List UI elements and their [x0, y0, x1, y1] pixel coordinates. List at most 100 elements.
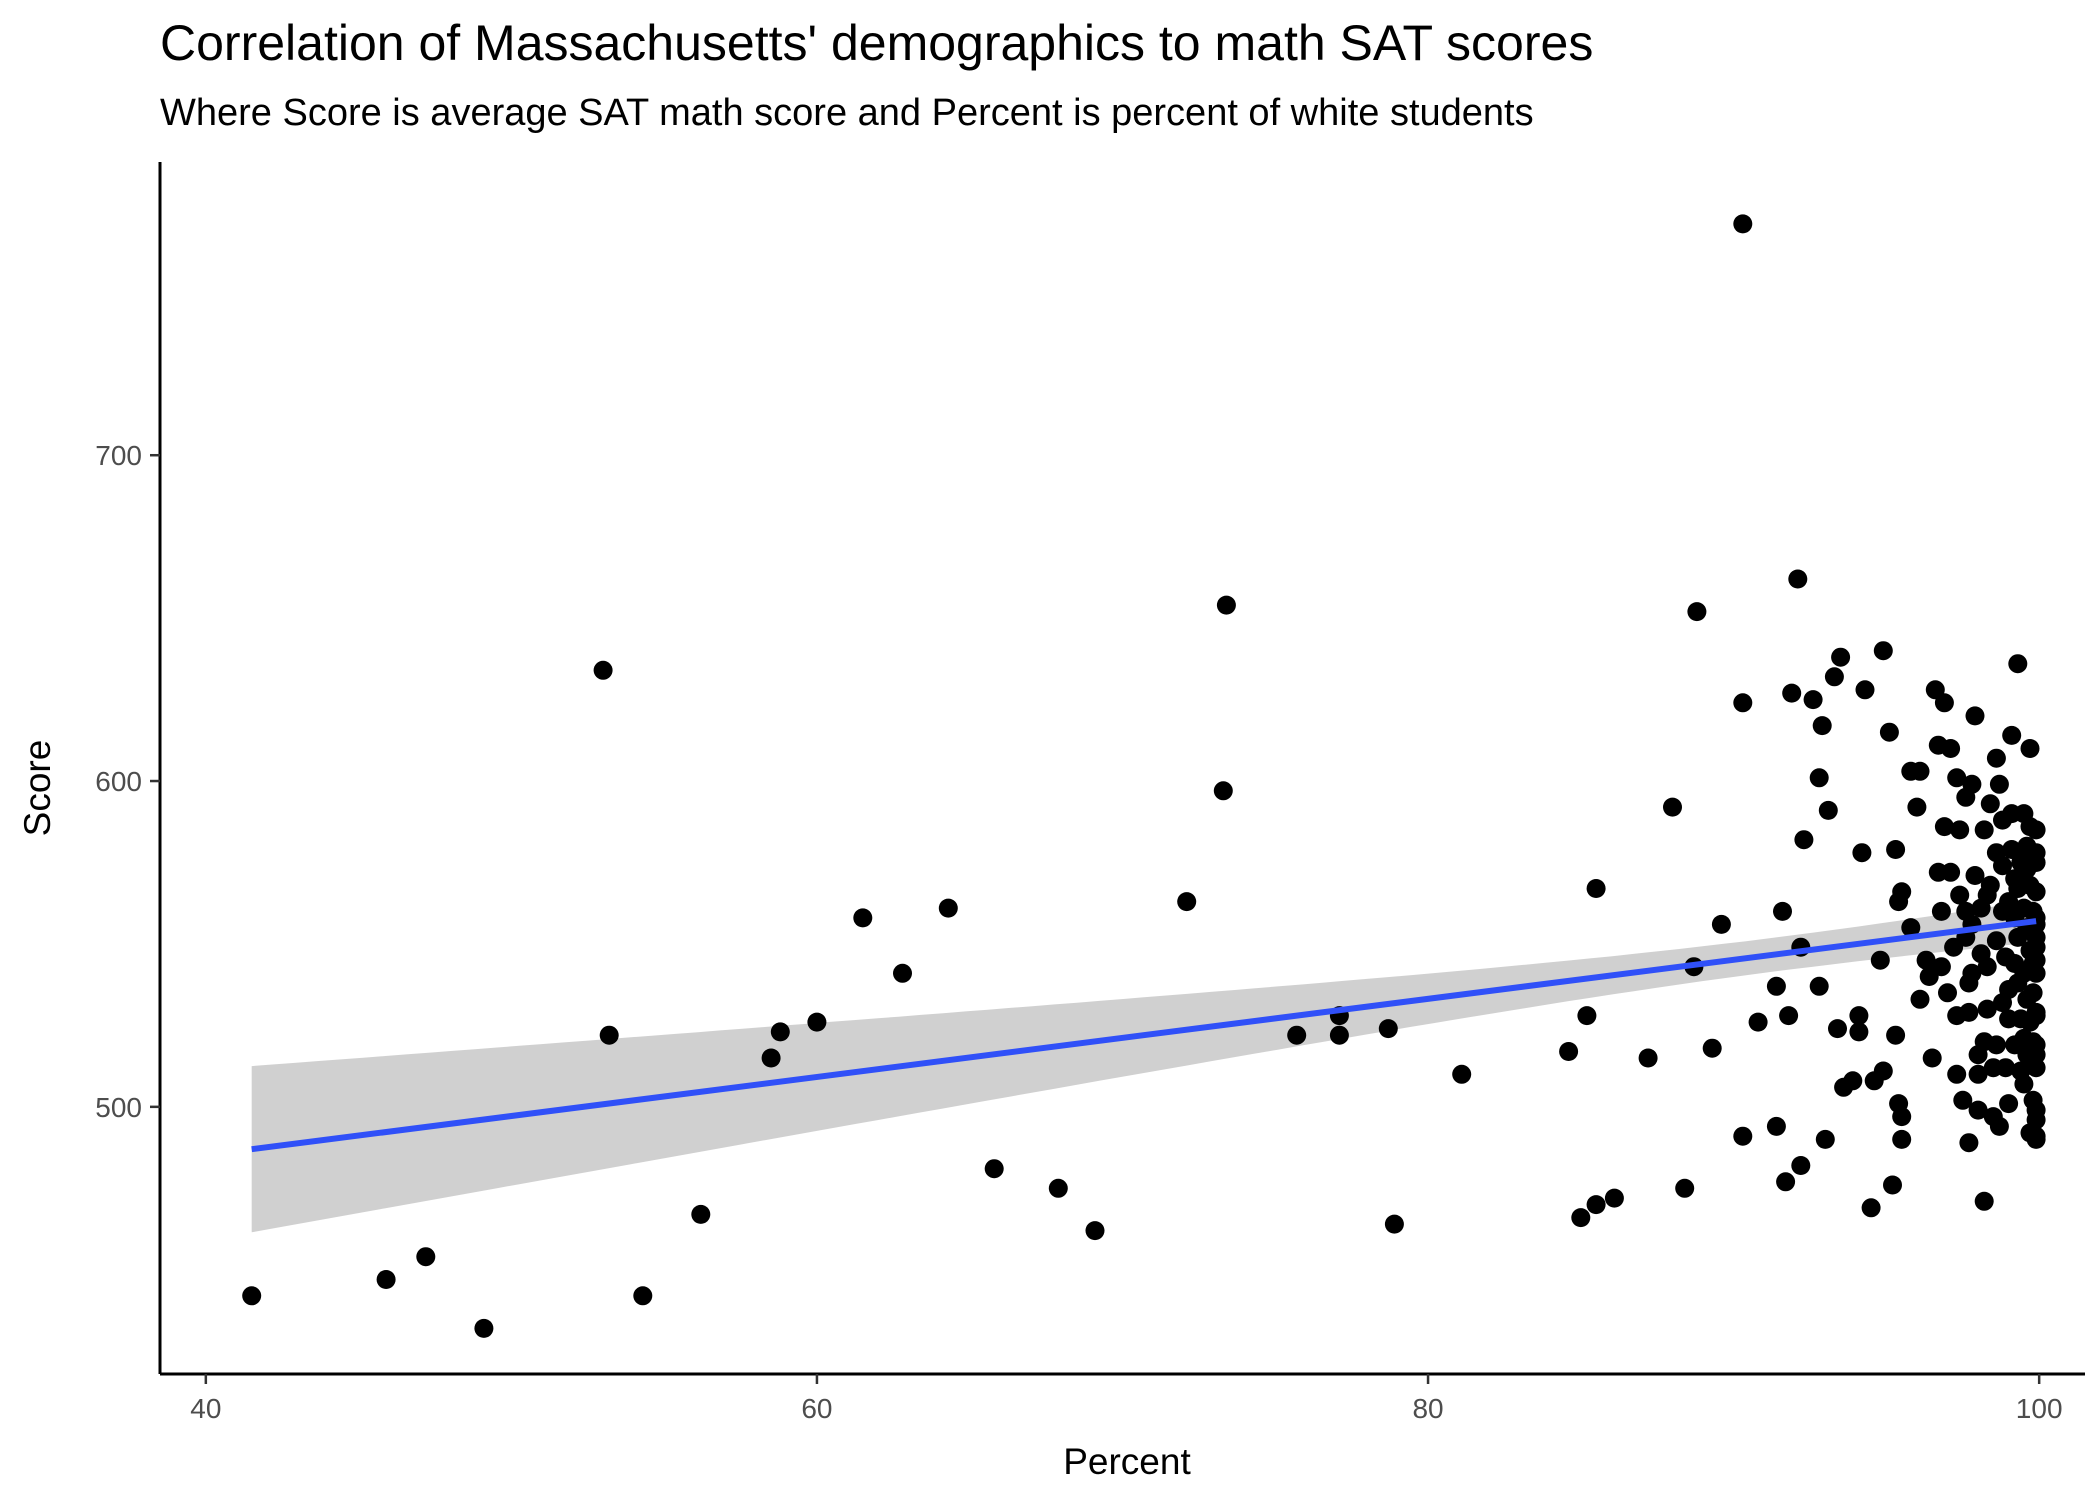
data-point — [1916, 950, 1936, 970]
data-point — [2026, 882, 2046, 902]
data-point — [770, 1022, 790, 1042]
data-point — [853, 908, 873, 928]
data-point — [1993, 856, 2012, 876]
data-point — [1711, 914, 1731, 934]
data-point — [1989, 1116, 2009, 1136]
data-point — [1748, 1012, 1768, 1032]
data-point — [1989, 774, 2009, 794]
data-point — [761, 1048, 781, 1068]
data-point — [2026, 1035, 2046, 1055]
data-point — [1974, 1191, 1994, 1211]
data-point — [1879, 722, 1899, 742]
data-point — [1977, 957, 1997, 977]
data-point — [984, 1159, 1004, 1179]
data-point — [1213, 781, 1233, 801]
confidence-band — [251, 900, 2037, 1233]
data-point — [1996, 1058, 2016, 1078]
data-point — [1953, 1090, 1973, 1110]
data-point — [1559, 1042, 1579, 1061]
data-point — [1085, 1221, 1105, 1241]
data-point — [1907, 797, 1927, 817]
data-point — [1941, 739, 1961, 758]
data-point — [1687, 602, 1707, 622]
x-tick-label: 60 — [801, 1393, 832, 1424]
data-point — [1962, 774, 1982, 794]
y-tick-label: 700 — [95, 440, 142, 471]
data-point — [1934, 693, 1954, 713]
data-point — [1815, 1129, 1835, 1149]
data-point — [1766, 1116, 1786, 1136]
data-point — [1788, 569, 1808, 589]
data-point — [633, 1286, 653, 1306]
data-point — [1791, 1156, 1811, 1175]
regression-line — [251, 918, 2037, 1153]
data-point — [1809, 768, 1829, 788]
data-point — [1849, 1006, 1869, 1026]
data-point — [2026, 963, 2046, 983]
data-point — [1910, 761, 1930, 781]
data-point — [1663, 797, 1682, 817]
data-point — [1733, 214, 1753, 234]
data-point — [2026, 1058, 2046, 1078]
data-point — [1950, 820, 1970, 840]
data-point — [593, 660, 613, 680]
data-point — [1287, 1025, 1307, 1045]
data-point — [1965, 866, 1985, 885]
y-axis-title: Score — [17, 740, 58, 837]
y-tick-label: 500 — [95, 1092, 142, 1123]
data-point — [599, 1025, 619, 1045]
data-point — [1968, 1064, 1988, 1084]
data-point — [1959, 1002, 1979, 1022]
data-point — [2002, 725, 2022, 745]
data-point — [1828, 1019, 1847, 1039]
x-axis-title: Percent — [1063, 1441, 1191, 1482]
data-point — [242, 1286, 262, 1306]
data-point — [1892, 1107, 1912, 1127]
data-point — [1950, 885, 1970, 905]
data-point — [2020, 739, 2040, 758]
data-point — [1586, 879, 1606, 898]
data-point — [2026, 1110, 2046, 1130]
data-point — [1886, 840, 1906, 859]
axes-layer: 40 60 80 100 500 600 700 — [95, 162, 2085, 1424]
data-point — [1941, 862, 1961, 882]
data-point — [1849, 1022, 1869, 1042]
data-point — [1809, 976, 1829, 996]
data-point — [1766, 976, 1786, 996]
x-tick-label: 40 — [190, 1393, 221, 1424]
data-point — [1962, 963, 1982, 983]
confidence-band-layer — [251, 900, 2037, 1233]
data-point — [1965, 706, 1985, 726]
data-point — [807, 1012, 827, 1032]
data-point — [1702, 1038, 1722, 1058]
data-point — [1604, 1188, 1624, 1208]
data-point — [1922, 1048, 1942, 1068]
data-point — [1968, 1100, 1988, 1120]
data-point — [1638, 1048, 1658, 1068]
data-point — [1776, 1172, 1796, 1192]
data-point — [893, 963, 912, 983]
data-point — [1892, 882, 1912, 902]
data-point — [1947, 768, 1967, 788]
y-tick-label: 600 — [95, 766, 142, 797]
data-point — [1855, 680, 1875, 700]
data-point — [1977, 999, 1997, 1019]
data-point — [1870, 950, 1890, 970]
data-point — [1986, 748, 2006, 768]
data-point — [1048, 1178, 1068, 1198]
data-point — [1329, 1025, 1349, 1045]
data-point — [1577, 1006, 1597, 1026]
chart-subtitle: Where Score is average SAT math score an… — [160, 92, 1534, 134]
data-point — [2026, 950, 2046, 970]
data-point — [1980, 875, 2000, 895]
data-point — [2023, 983, 2043, 1003]
x-tick-label: 100 — [2016, 1393, 2063, 1424]
data-point — [2026, 820, 2046, 840]
data-point — [1910, 989, 1930, 1009]
data-point — [1892, 1129, 1912, 1149]
data-point — [1974, 820, 1994, 840]
data-point — [1883, 1175, 1902, 1195]
data-point — [1861, 1198, 1881, 1218]
points-layer — [242, 214, 2046, 1338]
